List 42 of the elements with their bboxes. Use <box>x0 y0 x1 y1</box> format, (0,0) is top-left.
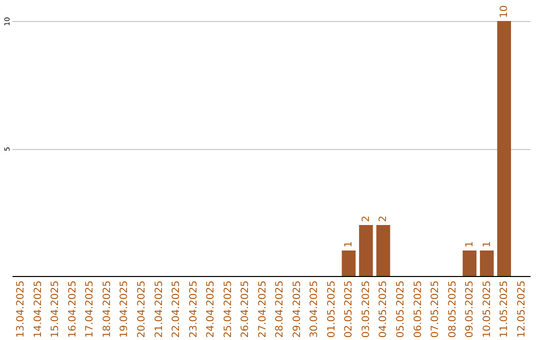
x-tick-label: 25.04.2025 <box>222 280 234 338</box>
bar <box>462 250 476 276</box>
x-tick-label: 05.05.2025 <box>396 280 406 338</box>
bar <box>480 250 494 276</box>
x-tick-label: 11.05.2025 <box>499 280 510 338</box>
bar <box>342 250 356 276</box>
bar <box>376 225 390 276</box>
x-tick-label: 03.05.2025 <box>360 280 372 338</box>
x-tick-label: 18.04.2025 <box>102 280 113 338</box>
x-tick-label: 29.04.2025 <box>292 280 303 338</box>
x-tick-label: 15.04.2025 <box>50 280 62 338</box>
x-tick-label: 24.04.2025 <box>206 280 217 338</box>
data-label: 10 <box>499 5 510 18</box>
x-tick-label: 20.04.2025 <box>136 280 148 338</box>
x-tick-label: 14.04.2025 <box>32 280 44 338</box>
x-tick-label: 06.05.2025 <box>412 280 424 338</box>
x-tick-label: 27.04.2025 <box>257 280 268 338</box>
x-tick-label: 30.04.2025 <box>309 280 320 338</box>
x-tick-label: 02.05.2025 <box>344 280 355 338</box>
x-tick-label: 13.04.2025 <box>16 280 27 338</box>
x-tick-label: 17.04.2025 <box>84 280 96 338</box>
x-tick-label: 12.05.2025 <box>516 280 528 338</box>
data-label: 2 <box>360 216 372 222</box>
x-tick-label: 23.04.2025 <box>188 280 200 338</box>
data-label: 1 <box>482 241 493 248</box>
x-tick-label: 07.05.2025 <box>430 280 442 338</box>
data-label: 2 <box>378 216 390 222</box>
x-tick-label: 22.04.2025 <box>171 280 182 338</box>
x-tick-label: 08.05.2025 <box>447 280 458 338</box>
x-tick-label: 01.05.2025 <box>326 280 338 338</box>
x-tick-label: 09.05.2025 <box>464 280 476 338</box>
x-tick-label: 19.04.2025 <box>119 280 130 338</box>
x-tick-label: 16.04.2025 <box>67 280 78 338</box>
x-tick-label: 10.05.2025 <box>482 280 493 338</box>
data-label: 1 <box>344 241 355 248</box>
x-tick-label: 21.04.2025 <box>154 280 165 338</box>
x-tick-label: 28.04.2025 <box>274 280 286 338</box>
x-tick-label: 26.04.2025 <box>240 280 252 338</box>
bar <box>497 21 512 276</box>
x-tick-label: 04.05.2025 <box>378 280 390 338</box>
data-label: 1 <box>464 241 476 248</box>
bar <box>359 225 373 276</box>
